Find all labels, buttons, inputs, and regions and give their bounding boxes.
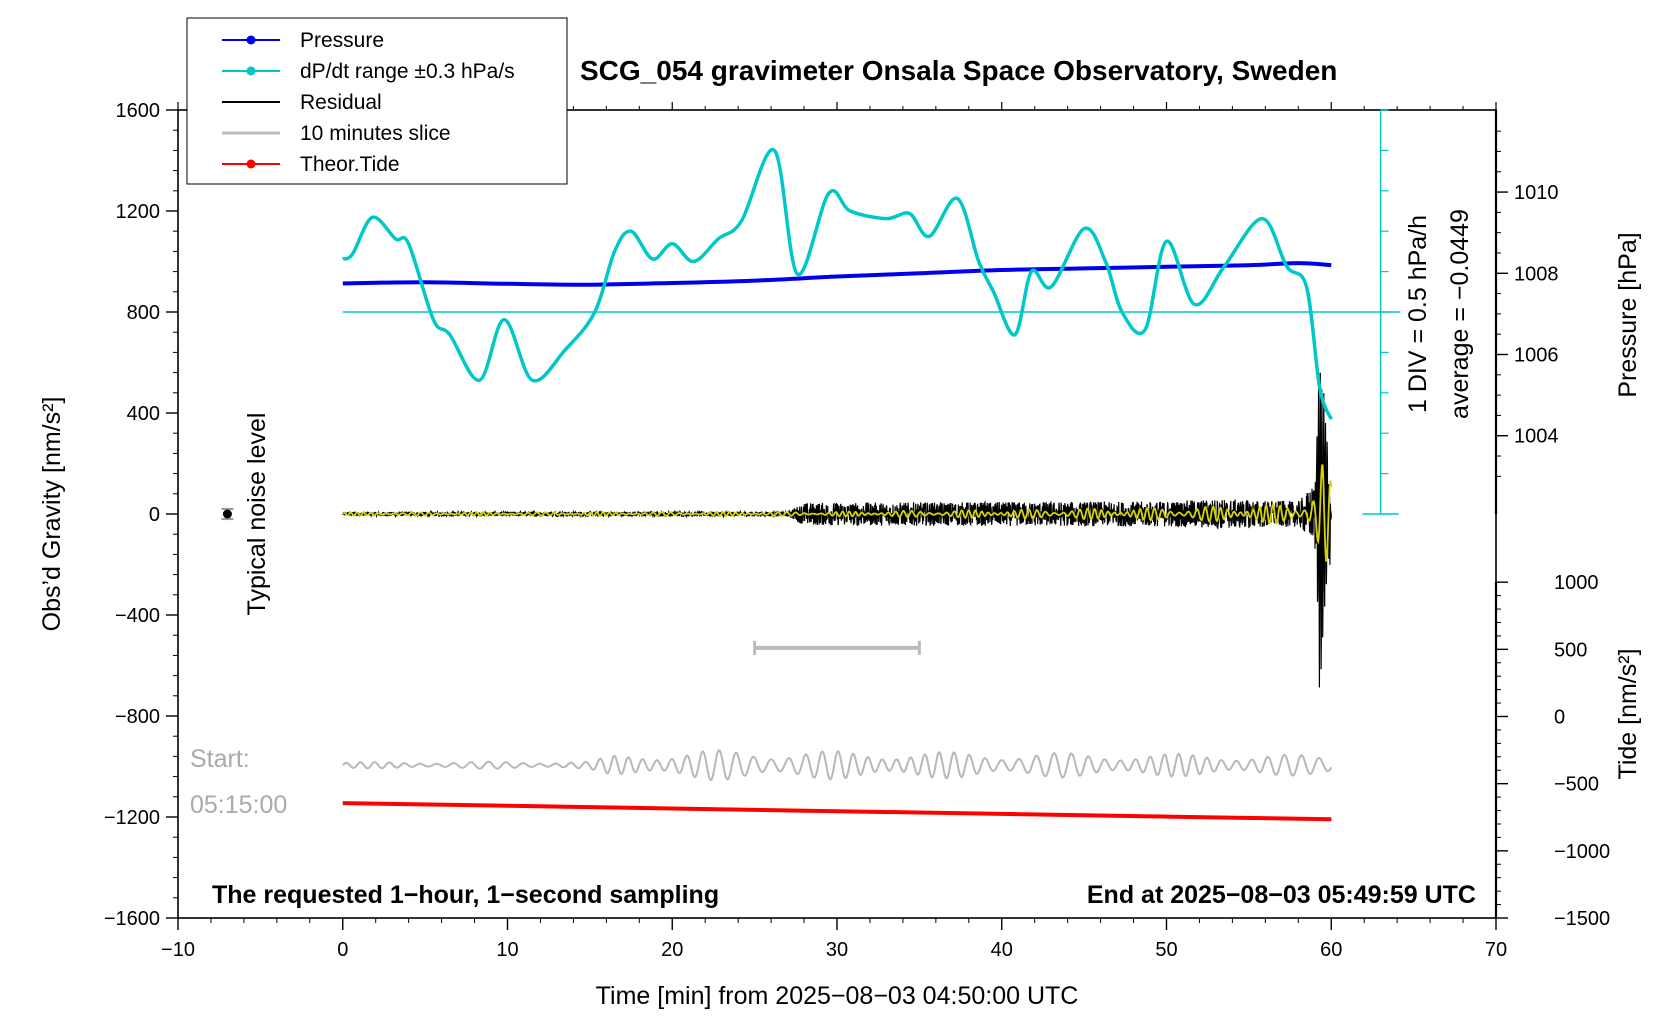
tide-tick-label: −1000 bbox=[1554, 841, 1610, 863]
pressure-line bbox=[342, 261, 1332, 287]
x-axis-label: Time [min] from 2025−08−03 04:50:00 UTC bbox=[596, 982, 1079, 1010]
legend-swatch-marker bbox=[246, 35, 256, 45]
x-tick-label: 50 bbox=[1155, 939, 1177, 961]
pressure-tick-label: 1006 bbox=[1514, 345, 1559, 367]
y-tick-label: 800 bbox=[127, 302, 160, 324]
slice-line bbox=[342, 749, 1333, 782]
y-axis-left-label: Obs’d Gravity [nm/s²] bbox=[38, 397, 66, 632]
noise-level-label: Typical noise level bbox=[243, 413, 271, 616]
y-tick-label: −1600 bbox=[104, 908, 160, 930]
y-tick-label: −400 bbox=[115, 605, 160, 627]
tide-tick-label: −1500 bbox=[1554, 908, 1610, 930]
x-axis: −10 0 10 20 30 40 50 60 70 bbox=[161, 102, 1507, 961]
ten-minute-slice-marker bbox=[753, 640, 921, 655]
x-tick-label: 20 bbox=[661, 939, 683, 961]
noise-level-marker bbox=[221, 507, 234, 521]
legend-label: dP/dt range ±0.3 hPa/s bbox=[300, 60, 515, 83]
tide-axis: 1000 500 0 −500 −1000 −1500 bbox=[1494, 572, 1610, 930]
residual-filtered-line bbox=[342, 464, 1333, 562]
y-tick-label: −800 bbox=[115, 706, 160, 728]
tide-axis-label: Tide [nm/s²] bbox=[1614, 648, 1642, 779]
average-label: average = −0.0449 bbox=[1446, 209, 1474, 419]
y-tick-label: −1200 bbox=[104, 807, 160, 829]
x-tick-label: 10 bbox=[496, 939, 518, 961]
x-tick-label: 0 bbox=[337, 939, 348, 961]
x-tick-label: 40 bbox=[991, 939, 1013, 961]
legend-swatch-marker bbox=[246, 159, 256, 169]
tide-tick-label: 1000 bbox=[1554, 572, 1599, 594]
legend-label: 10 minutes slice bbox=[300, 122, 451, 145]
y-tick-label: 1200 bbox=[116, 201, 161, 223]
div-label: 1 DIV = 0.5 hPa/h bbox=[1404, 215, 1432, 413]
pressure-tick-label: 1008 bbox=[1514, 263, 1559, 285]
pressure-tick-label: 1010 bbox=[1514, 182, 1559, 204]
legend-label: Residual bbox=[300, 91, 382, 114]
x-tick-label: −10 bbox=[161, 939, 195, 961]
tide-series bbox=[342, 801, 1332, 822]
x-tick-label: 70 bbox=[1485, 939, 1507, 961]
pressure-axis: 1010 1008 1006 1004 bbox=[1494, 110, 1559, 514]
residual-line bbox=[342, 372, 1332, 688]
chart-title: SCG_054 gravimeter Onsala Space Observat… bbox=[580, 55, 1337, 86]
x-tick-label: 30 bbox=[826, 939, 848, 961]
legend: Pressure dP/dt range ±0.3 hPa/s Residual 10… bbox=[186, 17, 568, 185]
x-tick-label: 60 bbox=[1320, 939, 1342, 961]
start-time: 05:15:00 bbox=[190, 791, 287, 819]
tide-tick-label: −500 bbox=[1554, 774, 1599, 796]
dpdt-line bbox=[341, 148, 1333, 421]
y-tick-label: 0 bbox=[149, 504, 160, 526]
pressure-series bbox=[342, 261, 1332, 287]
legend-swatch-marker bbox=[246, 66, 256, 76]
residual-series bbox=[342, 372, 1333, 688]
slice-series bbox=[342, 749, 1333, 782]
bottom-left-note: The requested 1−hour, 1−second sampling bbox=[212, 881, 719, 909]
pressure-tick-label: 1004 bbox=[1514, 426, 1559, 448]
bottom-right-note: End at 2025−08−03 05:49:59 UTC bbox=[1087, 881, 1476, 909]
legend-label: Pressure bbox=[300, 29, 384, 52]
tide-tick-label: 0 bbox=[1554, 707, 1565, 729]
noise-dot bbox=[222, 509, 232, 519]
y-axis-left: 1600 1200 800 400 0 −400 −800 −1200 −1600 bbox=[104, 100, 178, 930]
tide-line bbox=[342, 801, 1332, 822]
y-tick-label: 400 bbox=[127, 403, 160, 425]
dpdt-series bbox=[341, 148, 1333, 421]
pressure-axis-label: Pressure [hPa] bbox=[1614, 232, 1642, 397]
tide-tick-label: 500 bbox=[1554, 639, 1587, 661]
y-tick-label: 1600 bbox=[116, 100, 161, 122]
start-label: Start: bbox=[190, 745, 250, 773]
legend-label: Theor.Tide bbox=[300, 153, 400, 176]
